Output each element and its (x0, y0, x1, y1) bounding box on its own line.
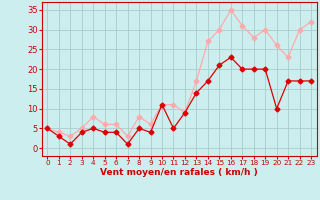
X-axis label: Vent moyen/en rafales ( km/h ): Vent moyen/en rafales ( km/h ) (100, 168, 258, 177)
